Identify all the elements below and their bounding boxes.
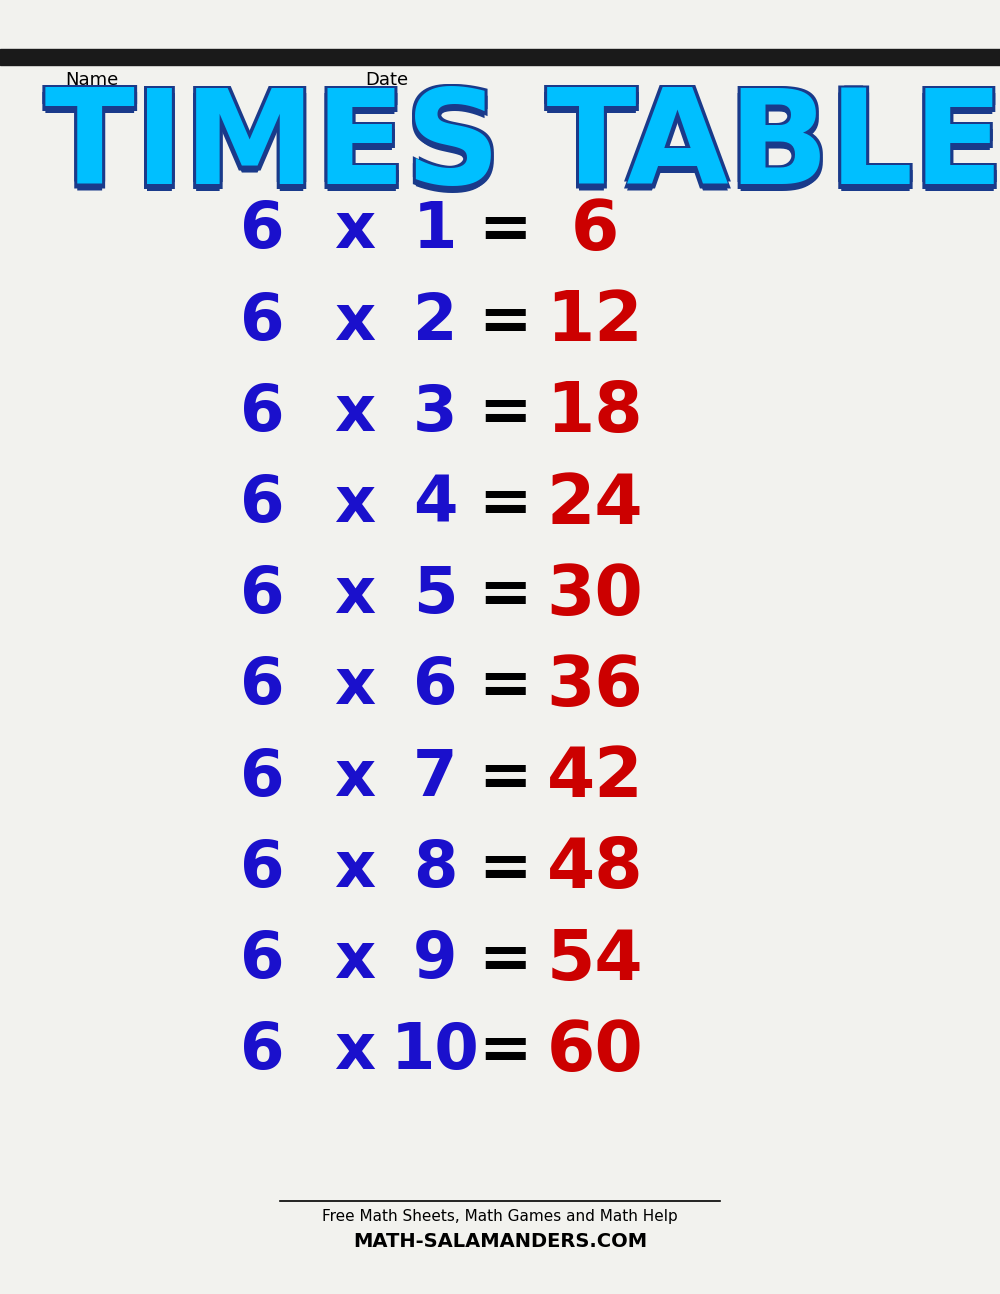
Text: 6: 6 <box>240 929 285 991</box>
Text: 6: 6 <box>240 656 285 717</box>
Text: 1: 1 <box>413 199 457 261</box>
Text: 6: 6 <box>240 747 285 809</box>
Text: 7: 7 <box>413 747 457 809</box>
Text: 12: 12 <box>547 289 643 355</box>
Text: x: x <box>334 199 376 261</box>
Text: 18: 18 <box>547 379 643 446</box>
Text: =: = <box>478 929 532 991</box>
Text: =: = <box>478 199 532 261</box>
Text: x: x <box>334 747 376 809</box>
Bar <box>0 49 1000 65</box>
Text: Name: Name <box>65 71 118 89</box>
Text: x: x <box>334 839 376 899</box>
Text: 6: 6 <box>413 656 457 717</box>
Text: 6 TIMES TABLE: 6 TIMES TABLE <box>0 89 1000 216</box>
Text: =: = <box>478 747 532 809</box>
Text: x: x <box>334 656 376 717</box>
Text: 6 TIMES TABLE: 6 TIMES TABLE <box>0 91 1000 217</box>
Text: =: = <box>478 382 532 444</box>
Text: Free Math Sheets, Math Games and Math Help: Free Math Sheets, Math Games and Math He… <box>322 1209 678 1224</box>
Text: 6 TIMES TABLE: 6 TIMES TABLE <box>0 82 1000 208</box>
Text: 6: 6 <box>240 474 285 534</box>
Text: 6: 6 <box>240 382 285 444</box>
Text: 48: 48 <box>547 836 643 902</box>
Text: 24: 24 <box>547 471 643 537</box>
Text: =: = <box>478 474 532 534</box>
Text: 3: 3 <box>413 382 457 444</box>
Text: 10: 10 <box>391 1021 479 1082</box>
Text: 6: 6 <box>240 839 285 899</box>
Text: =: = <box>478 656 532 717</box>
Text: 6 TIMES TABLE: 6 TIMES TABLE <box>0 89 1000 216</box>
Text: 6: 6 <box>240 199 285 261</box>
Text: 6: 6 <box>240 564 285 626</box>
Text: 42: 42 <box>547 744 643 811</box>
Text: x: x <box>334 1021 376 1082</box>
Text: x: x <box>334 291 376 352</box>
Text: 6: 6 <box>240 1021 285 1082</box>
Text: =: = <box>478 291 532 352</box>
Text: Date: Date <box>365 71 408 89</box>
Text: =: = <box>478 839 532 899</box>
Text: 54: 54 <box>547 927 643 994</box>
Text: 60: 60 <box>547 1018 643 1084</box>
Text: MATH-SALAMANDERS.COM: MATH-SALAMANDERS.COM <box>353 1232 647 1251</box>
Text: 4: 4 <box>413 474 457 534</box>
Text: x: x <box>334 474 376 534</box>
Text: 6: 6 <box>240 291 285 352</box>
Text: 5: 5 <box>413 564 457 626</box>
Text: 9: 9 <box>413 929 457 991</box>
Text: x: x <box>334 564 376 626</box>
Text: x: x <box>334 929 376 991</box>
Text: 6 TIMES TABLE: 6 TIMES TABLE <box>0 82 1000 208</box>
Text: =: = <box>478 564 532 626</box>
Text: 6: 6 <box>571 197 619 264</box>
Text: 6 TIMES TABLE: 6 TIMES TABLE <box>0 84 1000 211</box>
Text: 8: 8 <box>413 839 457 899</box>
Text: =: = <box>478 1021 532 1082</box>
Text: x: x <box>334 382 376 444</box>
Text: 30: 30 <box>547 562 643 629</box>
Text: 36: 36 <box>547 653 643 719</box>
Text: 2: 2 <box>413 291 457 352</box>
